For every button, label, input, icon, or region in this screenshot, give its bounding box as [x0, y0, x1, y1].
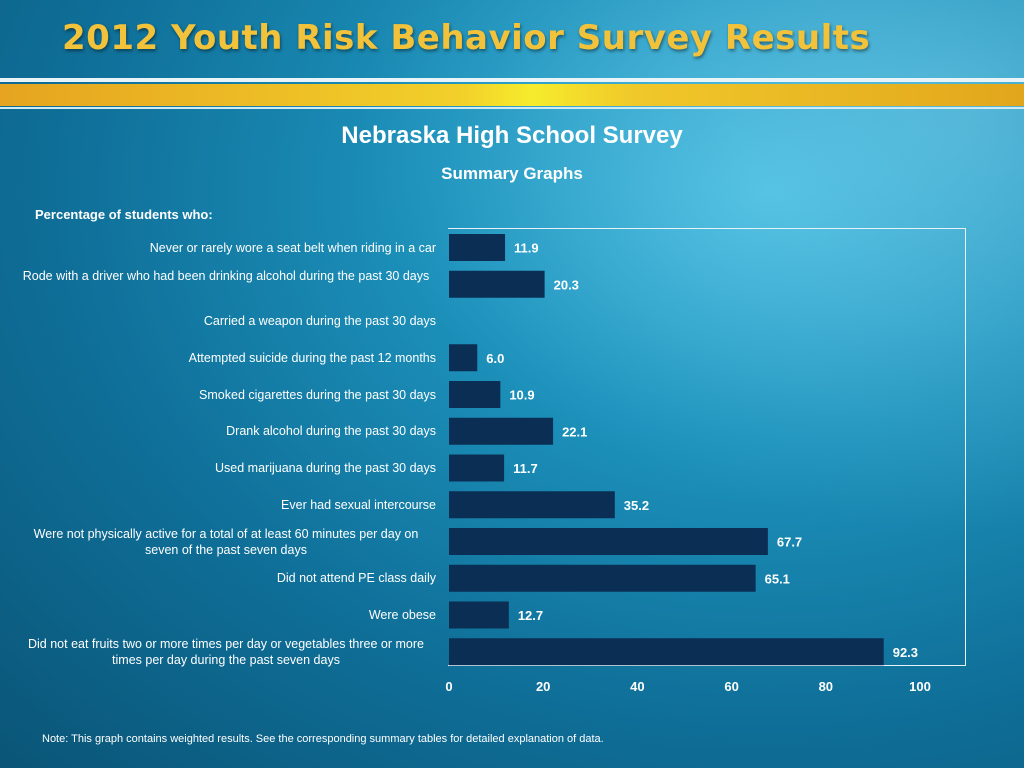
category-label: Never or rarely wore a seat belt when ri… — [149, 240, 436, 255]
category-label: Carried a weapon during the past 30 days — [203, 314, 436, 328]
category-label: Drank alcohol during the past 30 days — [226, 424, 436, 439]
divider-stripe-top — [0, 78, 1024, 82]
x-tick-label: 60 — [724, 679, 738, 694]
survey-title: Nebraska High School Survey — [341, 122, 683, 149]
bar — [449, 381, 501, 408]
bar — [449, 234, 506, 261]
x-tick-label: 40 — [630, 679, 644, 694]
category-label: Did not attend PE class daily — [276, 571, 436, 586]
category-label: Did not eat fruits two or more times per… — [27, 636, 424, 667]
category-label: Attempted suicide during the past 12 mon… — [188, 350, 436, 365]
bar-value-label: 10.9 — [509, 388, 534, 403]
bar-value-label: 12.7 — [518, 608, 543, 623]
gold-stripe — [0, 84, 1024, 106]
bar — [449, 528, 768, 555]
bar — [449, 638, 884, 666]
bar-value-label: 11.9 — [514, 241, 539, 256]
x-tick-label: 100 — [909, 679, 931, 694]
bar — [449, 564, 756, 592]
bar-value-label: 35.2 — [624, 498, 649, 513]
category-label: Smoked cigarettes during the past 30 day… — [199, 387, 436, 402]
bar-value-label: 20.3 — [554, 277, 579, 292]
bar-value-label: 11.7 — [513, 461, 538, 476]
divider-stripe-bottom — [0, 107, 1024, 109]
x-tick-label: 80 — [819, 679, 833, 694]
main-title: 2012 Youth Risk Behavior Survey Results — [62, 18, 871, 58]
category-label: Were obese — [368, 608, 436, 622]
bar-value-label: 67.7 — [777, 535, 802, 550]
bar-value-label: 22.1 — [562, 424, 587, 439]
y-caption: Percentage of students who: — [35, 207, 213, 222]
bar — [449, 491, 615, 519]
x-tick-label: 20 — [536, 679, 550, 694]
footnote: Note: This graph contains weighted resul… — [42, 733, 604, 745]
section-title: Summary Graphs — [441, 164, 583, 183]
category-label: Were not physically active for a total o… — [33, 526, 419, 557]
category-label: Ever had sexual intercourse — [281, 497, 436, 512]
category-label: Used marijuana during the past 30 days — [215, 461, 436, 475]
bar — [449, 270, 545, 298]
bar — [449, 454, 505, 482]
header-banner: 2012 Youth Risk Behavior Survey Results — [0, 0, 1024, 80]
bar-value-label: 6.0 — [486, 351, 504, 366]
bar — [449, 601, 509, 629]
x-tick-label: 0 — [445, 679, 452, 694]
plot-frame — [448, 228, 966, 666]
bar — [449, 344, 478, 372]
category-label: Rode with a driver who had been drinking… — [22, 269, 430, 284]
bar — [449, 417, 554, 445]
bar-value-label: 92.3 — [893, 645, 918, 660]
bar-value-label: 65.1 — [765, 571, 790, 586]
